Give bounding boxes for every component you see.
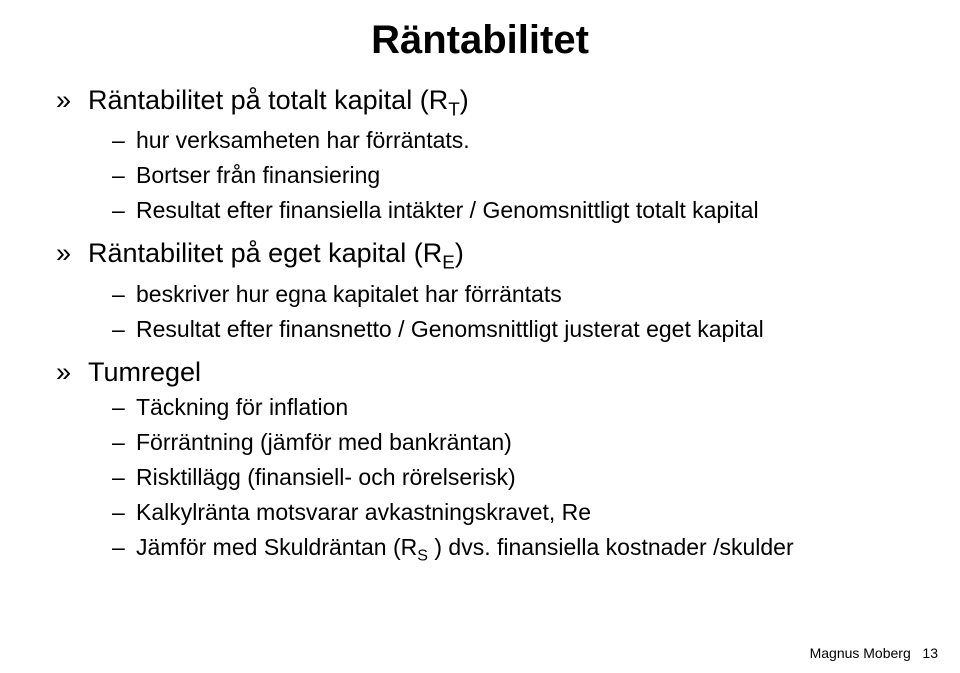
sub-list-3: –Täckning för inflation –Förräntning (jä… bbox=[56, 394, 912, 566]
sub-item: –Bortser från finansiering bbox=[112, 162, 912, 189]
bullet-marker: » bbox=[56, 85, 88, 116]
footer: Magnus Moberg 13 bbox=[810, 645, 938, 661]
bullet-item-3: » Tumregel –Täckning för inflation –Förr… bbox=[56, 357, 912, 566]
sub-item: –beskriver hur egna kapitalet har förrän… bbox=[112, 281, 912, 308]
footer-author: Magnus Moberg bbox=[810, 645, 911, 661]
sub-list-1: –hur verksamheten har förräntats. –Borts… bbox=[56, 127, 912, 224]
bullet-marker: » bbox=[56, 357, 88, 388]
sub-item: –Förräntning (jämför med bankräntan) bbox=[112, 429, 912, 456]
bullet-2-label: Räntabilitet på eget kapital (RE) bbox=[88, 238, 464, 274]
sub-item: –Täckning för inflation bbox=[112, 394, 912, 421]
sub-item: –Kalkylränta motsvarar avkastningskravet… bbox=[112, 499, 912, 526]
bullet-marker: » bbox=[56, 238, 88, 269]
sub-item: – Jämför med Skuldräntan (RS ) dvs. fina… bbox=[112, 534, 912, 566]
bullet-1-label: Räntabilitet på totalt kapital (RT) bbox=[88, 85, 469, 121]
slide-title: Räntabilitet bbox=[48, 18, 912, 63]
footer-page: 13 bbox=[922, 645, 938, 661]
sub-item: –Risktillägg (finansiell- och rörelseris… bbox=[112, 464, 912, 491]
slide: Räntabilitet » Räntabilitet på totalt ka… bbox=[0, 0, 960, 673]
bullet-3-label: Tumregel bbox=[88, 357, 201, 388]
sub-item: –hur verksamheten har förräntats. bbox=[112, 127, 912, 154]
sub-item: –Resultat efter finansiella intäkter / G… bbox=[112, 197, 912, 224]
sub-list-2: –beskriver hur egna kapitalet har förrän… bbox=[56, 281, 912, 343]
bullet-item-1: » Räntabilitet på totalt kapital (RT) –h… bbox=[56, 85, 912, 224]
bullet-list: » Räntabilitet på totalt kapital (RT) –h… bbox=[48, 85, 912, 565]
bullet-item-2: » Räntabilitet på eget kapital (RE) –bes… bbox=[56, 238, 912, 342]
sub-item-label: Jämför med Skuldräntan (RS ) dvs. finans… bbox=[136, 534, 794, 566]
sub-item: –Resultat efter finansnetto / Genomsnitt… bbox=[112, 316, 912, 343]
